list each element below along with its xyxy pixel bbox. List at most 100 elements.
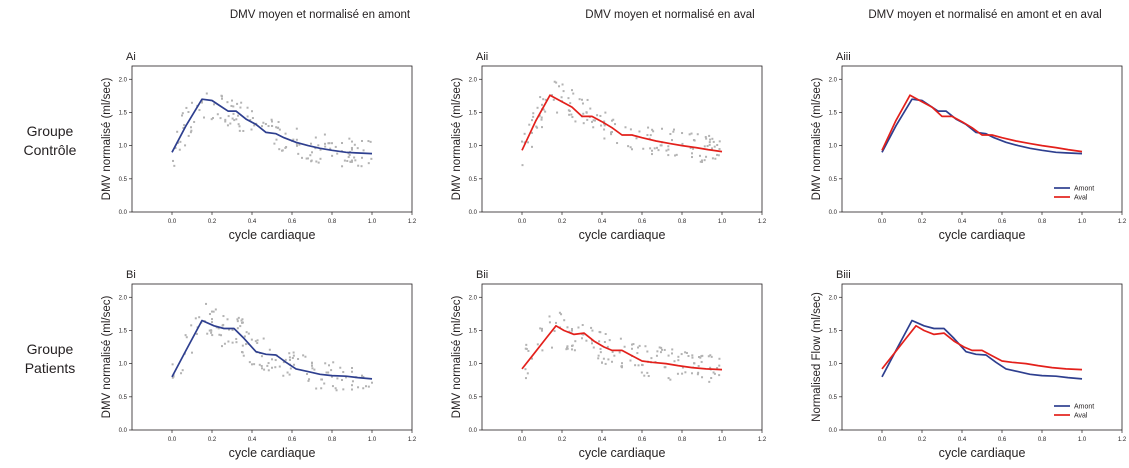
scatter-point [185, 106, 188, 109]
scatter-point [560, 96, 563, 99]
scatter-point [708, 143, 711, 146]
scatter-point [314, 136, 317, 139]
biii-x-tick-label: 1.2 [1118, 437, 1127, 443]
scatter-point [302, 354, 305, 357]
scatter-point [675, 153, 678, 156]
scatter-point [362, 387, 365, 390]
scatter-point [566, 345, 569, 348]
scatter-point [646, 371, 649, 374]
row-label-controle-line2: Contrôle [23, 142, 77, 158]
scatter-point [346, 159, 349, 162]
scatter-point [592, 119, 595, 122]
scatter-point [636, 352, 639, 355]
scatter-point [244, 343, 247, 346]
scatter-point [701, 159, 703, 162]
scatter-point [551, 346, 553, 349]
scatter-point [227, 115, 230, 118]
scatter-point [214, 308, 217, 311]
scatter-point [367, 140, 370, 143]
scatter-point [206, 332, 209, 335]
scatter-point [696, 133, 699, 136]
scatter-point [183, 124, 186, 127]
scatter-point [361, 139, 363, 142]
scatter-point [224, 118, 227, 121]
scatter-point [208, 329, 211, 332]
scatter-point [541, 103, 543, 106]
bii-x-tick-label: 0.4 [598, 437, 607, 443]
scatter-point [191, 351, 193, 354]
scatter-point [638, 130, 641, 133]
scatter-point [574, 120, 577, 123]
scatter-point [311, 361, 313, 364]
scatter-point [567, 97, 570, 100]
scatter-point [313, 368, 316, 371]
scatter-point [227, 328, 230, 331]
scatter-point [570, 113, 573, 116]
scatter-point [254, 340, 257, 343]
scatter-point [295, 138, 298, 141]
scatter-point [586, 118, 589, 121]
scatter-point [573, 349, 576, 352]
scatter-point [354, 159, 357, 162]
scatter-point [591, 342, 593, 345]
scatter-point [565, 348, 568, 351]
scatter-point [618, 351, 621, 354]
scatter-point [659, 144, 662, 147]
biii-x-tick-label: 0.2 [918, 437, 927, 443]
scatter-point [240, 319, 243, 322]
scatter-point [241, 321, 243, 324]
scatter-point [262, 337, 265, 340]
scatter-point [571, 89, 573, 92]
scatter-point [586, 98, 589, 101]
scatter-point [353, 156, 356, 159]
scatter-point [561, 83, 564, 86]
scatter-point [611, 131, 613, 134]
scatter-point [236, 102, 239, 105]
scatter-point [270, 118, 273, 121]
scatter-point [264, 123, 267, 126]
scatter-point [281, 149, 283, 152]
scatter-point [644, 345, 647, 348]
scatter-point [275, 138, 278, 141]
scatter-point [274, 366, 277, 369]
bi-x-tick-label: 0.8 [328, 437, 337, 443]
scatter-point [292, 354, 295, 357]
scatter-point [634, 364, 637, 367]
aiii-y-axis-label: DMV normalisé (ml/sec) [811, 77, 823, 200]
scatter-point [671, 139, 673, 142]
scatter-point [351, 388, 353, 391]
scatter-point [221, 324, 224, 327]
scatter-point [582, 112, 585, 115]
scatter-point [540, 118, 543, 121]
scatter-point [356, 147, 359, 150]
scatter-point [604, 362, 607, 365]
scatter-point [616, 142, 619, 145]
scatter-point [548, 315, 551, 318]
scatter-point [629, 146, 632, 149]
scatter-point [661, 127, 663, 130]
scatter-point [558, 85, 561, 88]
scatter-point [278, 365, 281, 368]
bii-x-tick-label: 1.2 [758, 437, 767, 443]
scatter-point [609, 131, 612, 134]
scatter-point [596, 114, 599, 117]
scatter-point [226, 318, 229, 321]
scatter-point [665, 149, 668, 152]
scatter-point [348, 137, 351, 140]
scatter-point [566, 326, 569, 329]
scatter-point [310, 160, 313, 163]
scatter-point [653, 147, 656, 150]
scatter-point [571, 344, 574, 347]
scatter-point [232, 112, 235, 115]
scatter-point [541, 327, 543, 330]
aiii-x-tick-label: 0.4 [958, 219, 967, 225]
scatter-point [578, 98, 581, 101]
scatter-point [193, 120, 196, 123]
scatter-point [251, 110, 253, 113]
scatter-point [194, 317, 197, 320]
scatter-point [323, 133, 326, 136]
scatter-point [235, 337, 238, 340]
scatter-point [707, 355, 710, 358]
scatter-point [260, 355, 263, 358]
scatter-point [342, 371, 345, 374]
